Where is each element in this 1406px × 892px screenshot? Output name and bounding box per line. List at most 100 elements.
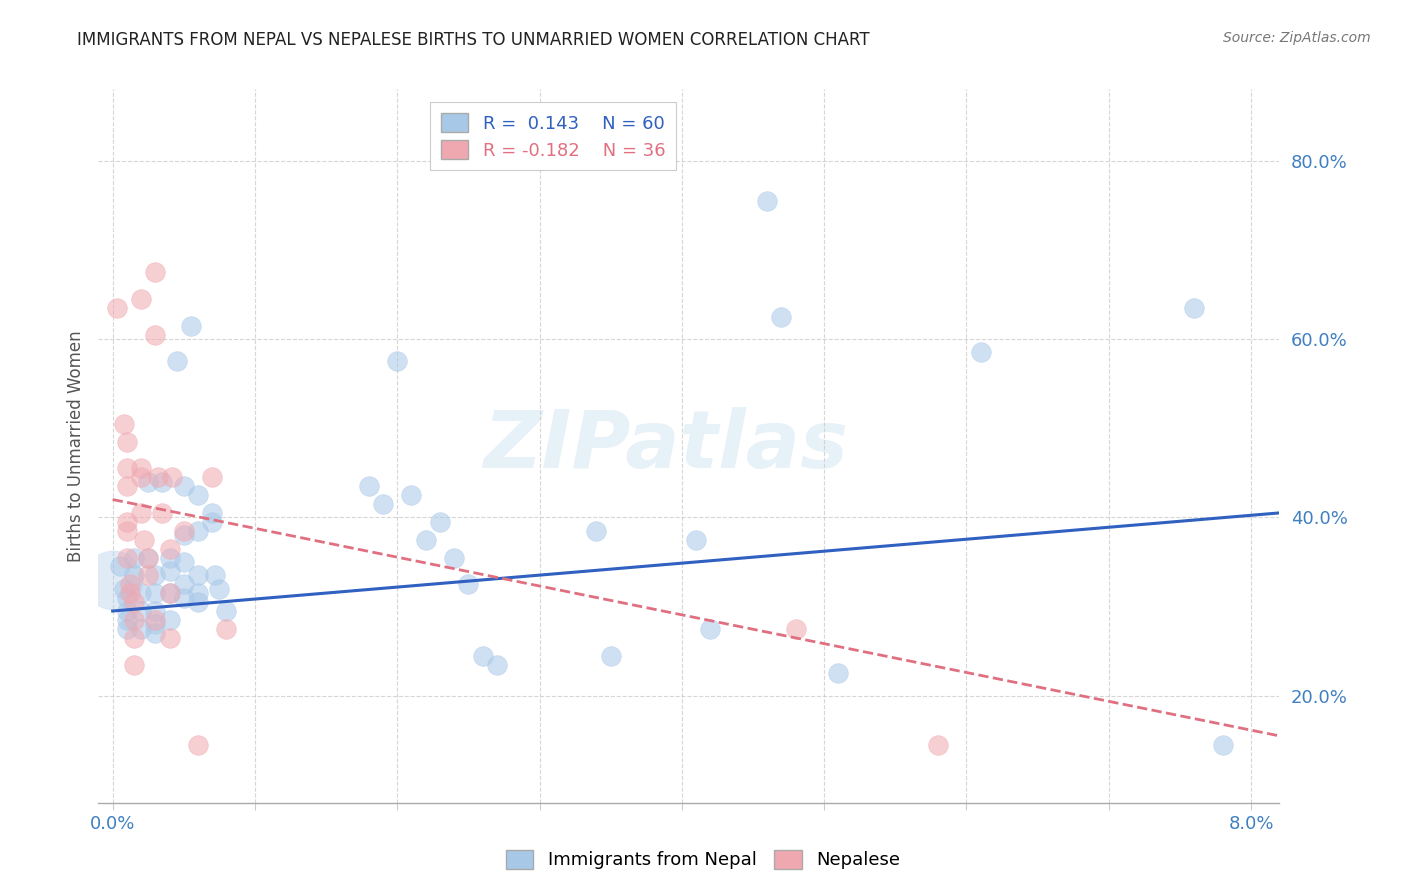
Point [122, 595, 145, 609]
Point [115, 524, 138, 538]
Point [105, 301, 128, 315]
Point [136, 568, 159, 582]
Point [115, 604, 138, 618]
Legend: Immigrants from Nepal, Nepalese: Immigrants from Nepal, Nepalese [496, 840, 910, 879]
Point [1212, 738, 1234, 752]
Point [159, 586, 181, 600]
Point [143, 626, 166, 640]
Point [173, 479, 195, 493]
Point [129, 470, 152, 484]
Point [187, 488, 209, 502]
Point [415, 533, 437, 547]
Point [115, 613, 138, 627]
Point [357, 479, 380, 493]
Point [159, 541, 181, 556]
Point [770, 310, 793, 324]
Point [122, 613, 145, 627]
Point [129, 604, 152, 618]
Point [143, 617, 166, 632]
Point [143, 604, 166, 618]
Point [485, 657, 508, 672]
Point [122, 657, 145, 672]
Point [129, 292, 152, 306]
Point [927, 738, 949, 752]
Point [108, 559, 131, 574]
Point [129, 506, 152, 520]
Point [827, 666, 849, 681]
Point [115, 461, 138, 475]
Point [143, 586, 166, 600]
Point [756, 194, 779, 208]
Point [215, 604, 238, 618]
Point [166, 354, 188, 368]
Text: IMMIGRANTS FROM NEPAL VS NEPALESE BIRTHS TO UNMARRIED WOMEN CORRELATION CHART: IMMIGRANTS FROM NEPAL VS NEPALESE BIRTHS… [77, 31, 870, 49]
Point [112, 417, 135, 431]
Point [152, 475, 174, 489]
Point [371, 497, 394, 511]
Point [118, 586, 141, 600]
Point [187, 524, 209, 538]
Point [685, 533, 707, 547]
Point [173, 591, 195, 605]
Point [387, 354, 409, 368]
Point [173, 524, 195, 538]
Point [143, 265, 166, 279]
Point [162, 470, 184, 484]
Point [204, 568, 226, 582]
Point [699, 622, 721, 636]
Point [443, 550, 465, 565]
Point [159, 586, 181, 600]
Point [129, 461, 152, 475]
Point [173, 577, 195, 591]
Point [122, 631, 145, 645]
Point [585, 524, 607, 538]
Point [180, 318, 202, 333]
Point [115, 622, 138, 636]
Point [115, 479, 138, 493]
Point [173, 555, 195, 569]
Point [115, 515, 138, 529]
Point [122, 550, 145, 565]
Point [115, 434, 138, 449]
Point [457, 577, 479, 591]
Point [969, 345, 991, 359]
Point [101, 573, 124, 587]
Point [159, 550, 181, 565]
Point [159, 631, 181, 645]
Point [159, 613, 181, 627]
Point [115, 591, 138, 605]
Point [148, 470, 170, 484]
Point [187, 568, 209, 582]
Point [201, 470, 224, 484]
Text: Source: ZipAtlas.com: Source: ZipAtlas.com [1223, 31, 1371, 45]
Point [208, 582, 231, 596]
Point [136, 550, 159, 565]
Point [187, 738, 209, 752]
Point [201, 515, 224, 529]
Point [785, 622, 807, 636]
Point [136, 475, 159, 489]
Point [159, 564, 181, 578]
Point [215, 622, 238, 636]
Point [429, 515, 451, 529]
Point [129, 622, 152, 636]
Point [1182, 301, 1205, 315]
Point [143, 568, 166, 582]
Text: ZIPatlas: ZIPatlas [482, 407, 848, 485]
Point [187, 586, 209, 600]
Point [112, 582, 135, 596]
Point [173, 528, 195, 542]
Point [143, 327, 166, 342]
Point [599, 648, 621, 663]
Point [122, 568, 145, 582]
Point [115, 550, 138, 565]
Point [152, 506, 174, 520]
Point [143, 613, 166, 627]
Point [401, 488, 423, 502]
Legend: R =  0.143    N = 60, R = -0.182    N = 36: R = 0.143 N = 60, R = -0.182 N = 36 [430, 102, 676, 170]
Point [201, 506, 224, 520]
Point [129, 586, 152, 600]
Point [187, 595, 209, 609]
Point [118, 577, 141, 591]
Point [471, 648, 494, 663]
